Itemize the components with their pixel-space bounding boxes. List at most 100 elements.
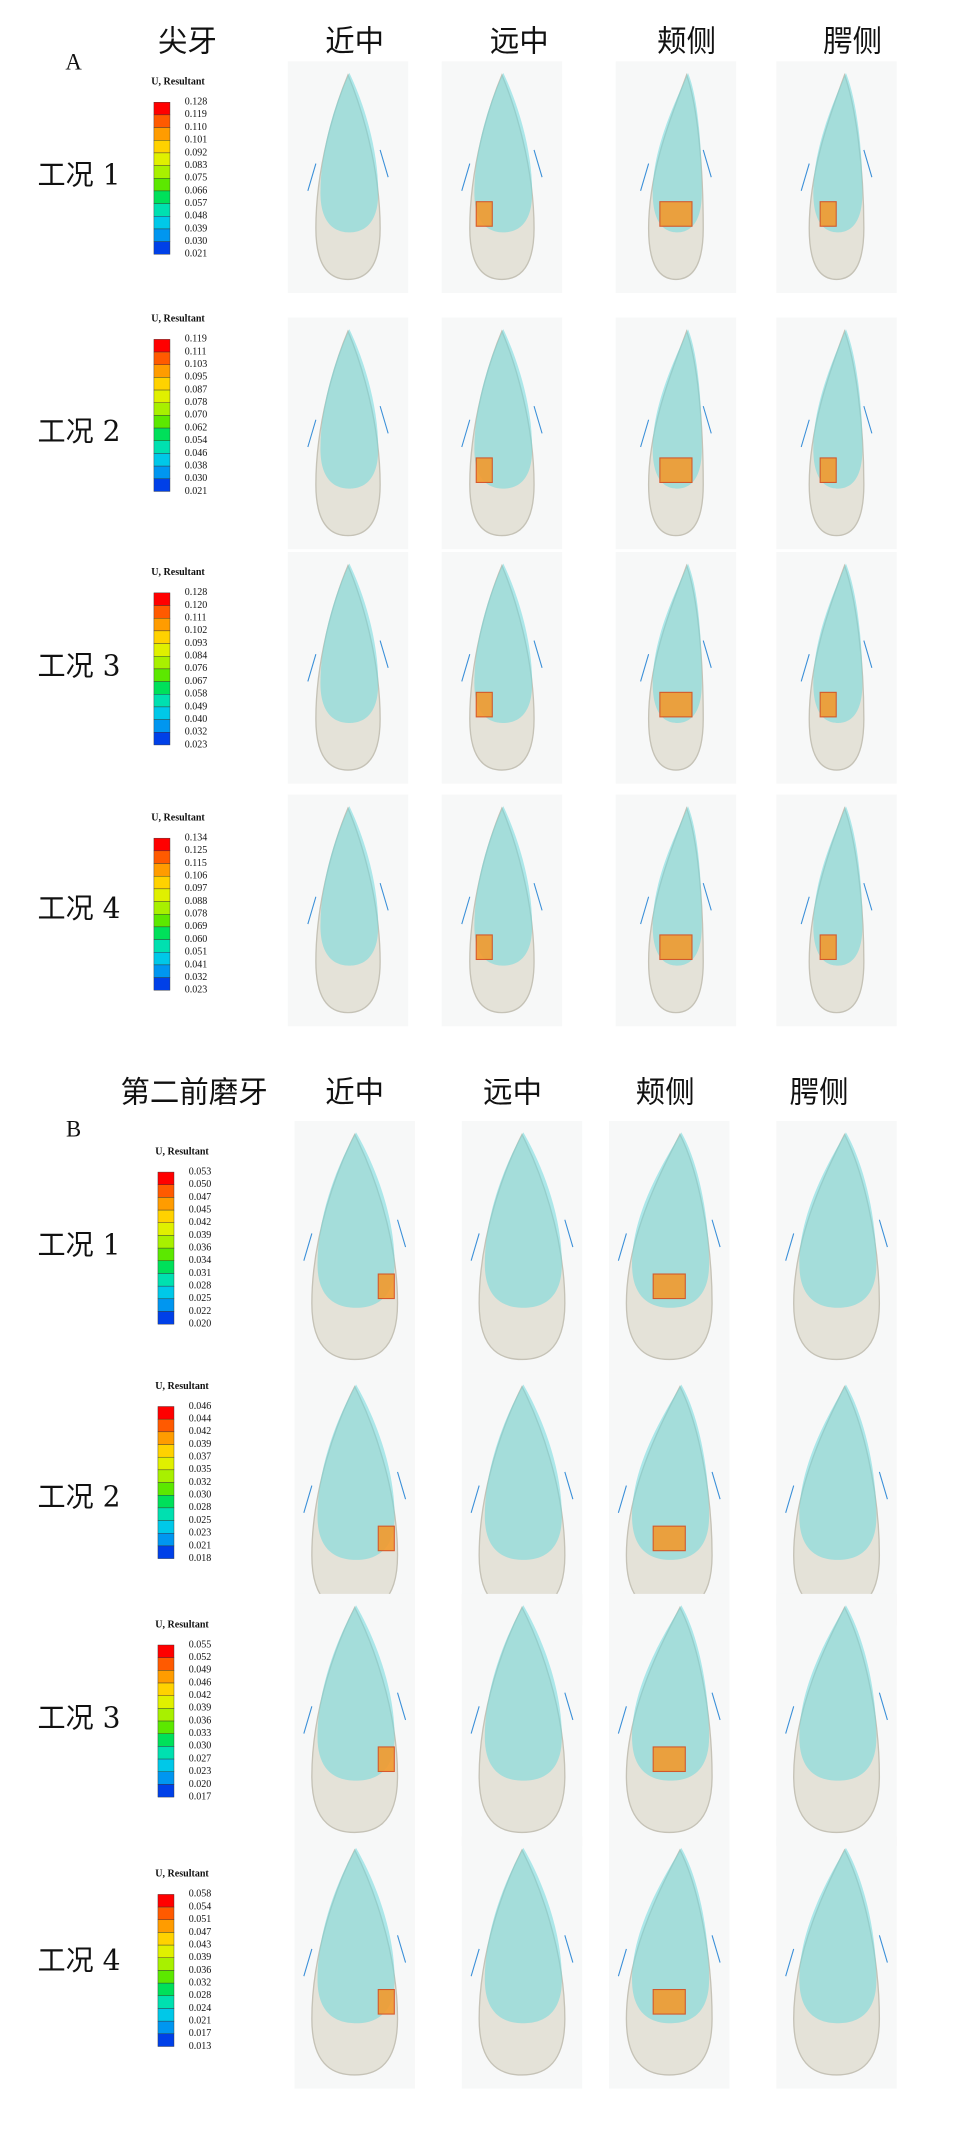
bracket [475,934,493,961]
legend-band [157,1311,175,1325]
legend-band [157,2020,175,2035]
legend-band [157,2008,175,2022]
legend-value: 0.023 [189,1528,212,1539]
legend-band [157,1260,175,1274]
tooth-view [609,1593,730,1847]
vector-field [461,149,543,191]
tooth-view [441,61,563,294]
legend-value: 0.023 [185,739,208,750]
legend-value: 0.017 [189,1791,212,1802]
tooth-view [287,794,409,1027]
legend-value: 0.039 [189,1703,212,1714]
legend-band [157,1533,175,1547]
bracket [652,1525,686,1552]
condition-label: 工况 1 [37,1228,120,1261]
legend-value: 0.039 [189,1952,212,1963]
legend-value: 0.038 [185,460,208,471]
displacement-overlay [320,806,379,966]
condition-label: 工况 2 [37,415,120,448]
legend-value: 0.021 [185,486,208,497]
legend-band [157,1482,175,1496]
legend-value: 0.095 [185,372,208,383]
legend-band [153,630,171,644]
displacement-overlay [813,72,863,233]
legend-value: 0.119 [185,334,207,345]
legend-band [157,1247,175,1262]
vector-field [470,1219,574,1261]
legend-value: 0.066 [185,185,208,196]
vector-field [617,1935,721,1977]
vector-field [307,882,389,925]
tooth-view [441,794,563,1027]
legend-band [157,1184,175,1198]
bracket [819,457,837,484]
legend-band [153,977,171,991]
legend-band [153,140,171,154]
legend-value: 0.032 [185,972,208,983]
legend-band [157,1456,175,1471]
vector-field [800,149,873,191]
condition-label: 工况 3 [37,1701,120,1734]
legend-value: 0.111 [185,612,207,623]
legend-value: 0.034 [189,1255,212,1266]
vector-field [785,1935,888,1977]
legend-value: 0.070 [185,410,208,421]
legend-band [153,190,171,204]
legend-value: 0.106 [185,870,208,881]
view-header: 颊侧 [636,1075,695,1110]
legend-band [153,427,171,441]
legend-value: 0.030 [185,236,208,247]
legend-value: 0.021 [189,1540,212,1551]
displacement-overlay [474,329,533,489]
legend-value: 0.013 [189,2041,212,2052]
legend-band [153,465,171,479]
tooth-view [461,1836,583,2089]
vector-field [461,882,543,925]
legend-band [157,1507,175,1521]
legend-value: 0.051 [185,947,208,958]
legend-value: 0.028 [189,1990,212,2001]
bracket [652,1273,686,1300]
legend-value: 0.051 [189,1914,212,1925]
tooth-view [441,317,563,550]
legend-value: 0.021 [189,2015,212,2026]
displacement-overlay [652,563,702,724]
legend-value: 0.024 [189,2003,212,2014]
bracket [659,691,693,718]
legend-value: 0.092 [185,147,208,158]
bracket [652,1988,686,2015]
panel-label: A [65,49,82,74]
legend-band [157,1273,175,1287]
displacement-overlay [320,329,379,489]
legend-value: 0.042 [189,1217,212,1228]
legend-value: 0.075 [185,173,208,184]
vector-field [617,1692,721,1734]
legend-band [153,402,171,416]
legend-value: 0.022 [189,1306,212,1317]
legend-band [153,668,171,682]
displacement-overlay [652,329,702,489]
vector-field [461,405,543,448]
legend-band [153,681,171,695]
vector-field [470,1692,574,1734]
legend-band [153,415,171,429]
tooth-view [461,1593,583,1847]
legend-band [157,1197,175,1211]
legend-value: 0.087 [185,384,208,395]
tooth-view [294,1373,415,1626]
legend-title: U, Resultant [155,1869,209,1880]
tooth-view [294,1120,415,1374]
legend-value: 0.083 [185,160,208,171]
legend-value: 0.032 [185,727,208,738]
view-header: 远中 [483,1075,542,1110]
tooth-view [609,1836,730,2089]
legend-value: 0.030 [189,1489,212,1500]
legend-title: U, Resultant [151,567,205,578]
legend-value: 0.040 [185,714,208,725]
legend-band [157,1720,175,1734]
